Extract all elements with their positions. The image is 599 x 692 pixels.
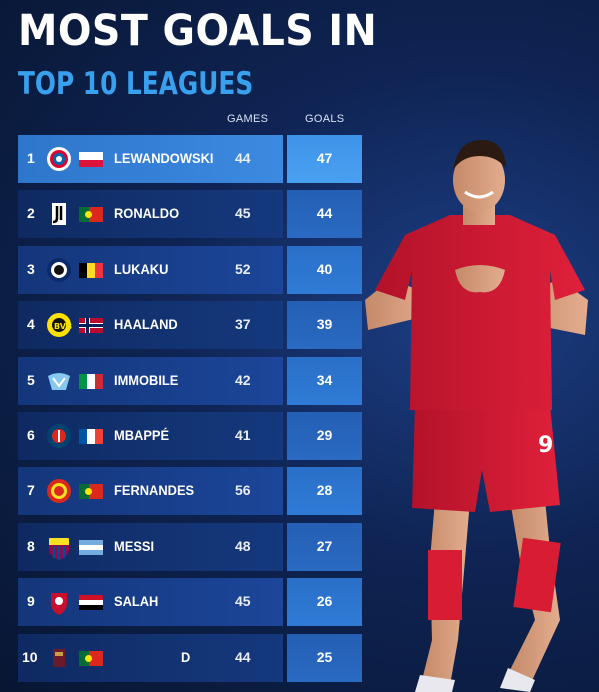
portugal-flag-icon <box>79 484 103 499</box>
games-value: 44 <box>235 649 251 665</box>
juventus-crest-icon <box>52 203 66 225</box>
games-value: 42 <box>235 372 251 388</box>
goals-value: 47 <box>316 150 333 166</box>
goals-value: 39 <box>316 316 333 332</box>
player-illustration: 9 <box>365 140 588 692</box>
goals-value: 27 <box>316 538 333 554</box>
psg-crest-icon <box>47 424 71 448</box>
goals-cell: 26 <box>287 578 362 626</box>
games-value: 45 <box>235 205 251 221</box>
player-name-fragment: D <box>181 649 191 665</box>
table-row: 1 LEWANDOWSKI 44 <box>18 135 283 183</box>
goals-cell: 29 <box>287 412 362 460</box>
goals-value: 25 <box>316 649 333 665</box>
italy-flag-icon <box>79 374 103 389</box>
rank-number: 8 <box>27 538 35 554</box>
rank-number: 10 <box>22 649 38 665</box>
page-title: MOST GOALS IN 202( <box>18 6 386 56</box>
table-row: 4 BVB HAALAND 37 <box>18 301 283 349</box>
games-value: 41 <box>235 427 251 443</box>
player-name: RONALDO <box>114 205 180 221</box>
goals-cell: 34 <box>287 357 362 405</box>
player-name: FERNANDES <box>114 482 195 498</box>
liverpool-crest-icon <box>51 593 67 615</box>
portugal-flag-icon <box>79 651 103 666</box>
goals-cell: 39 <box>287 301 362 349</box>
egypt-flag-icon <box>79 595 103 610</box>
player-name: LUKAKU <box>114 261 169 277</box>
games-value: 52 <box>235 261 251 277</box>
rank-number: 6 <box>27 427 35 443</box>
dortmund-crest-icon: BVB <box>47 313 72 337</box>
norway-flag-icon <box>79 318 103 333</box>
table-row: 5 IMMOBILE 42 <box>18 357 283 405</box>
belgium-flag-icon <box>79 263 103 278</box>
table-row: 2 RONALDO 45 <box>18 190 283 238</box>
svg-text:BVB: BVB <box>54 322 72 331</box>
rank-number: 1 <box>27 150 35 166</box>
argentina-flag-icon <box>79 540 103 555</box>
goals-value: 44 <box>316 205 333 221</box>
rank-number: 7 <box>27 482 35 498</box>
table-row: 9 SALAH 45 <box>18 578 283 626</box>
player-name: SALAH <box>114 593 159 609</box>
rank-number: 9 <box>27 593 35 609</box>
player-name: IMMOBILE <box>114 372 179 388</box>
goals-cell: 25 <box>287 634 362 682</box>
svg-text:9: 9 <box>538 433 553 458</box>
goals-cell: 40 <box>287 246 362 294</box>
page-subtitle: TOP 10 LEAGUES <box>18 66 254 102</box>
inter-crest-icon <box>47 258 71 282</box>
goals-column-header: GOALS <box>305 113 345 125</box>
player-name: LEWANDOWSKI <box>114 150 214 166</box>
games-value: 56 <box>235 482 251 498</box>
goals-value: 40 <box>316 261 333 277</box>
player-name: MESSI <box>114 538 155 554</box>
table-row: 6 MBAPPÉ 41 <box>18 412 283 460</box>
rank-number: 5 <box>27 372 35 388</box>
table-row: 8 MESSI 48 <box>18 523 283 571</box>
goals-value: 28 <box>316 482 333 498</box>
goals-value: 26 <box>316 593 333 609</box>
poland-flag-icon <box>79 152 103 167</box>
table-row: 10 D 44 <box>18 634 283 682</box>
club-crest-icon <box>53 649 65 667</box>
goals-value: 29 <box>316 427 333 443</box>
portugal-flag-icon <box>79 207 103 222</box>
goals-value: 34 <box>316 372 333 388</box>
goals-cell: 44 <box>287 190 362 238</box>
rank-number: 2 <box>27 205 35 221</box>
games-column-header: GAMES <box>227 113 269 125</box>
games-value: 44 <box>235 150 251 166</box>
games-value: 45 <box>235 593 251 609</box>
france-flag-icon <box>79 429 103 444</box>
table-row: 3 LUKAKU 52 <box>18 246 283 294</box>
man-united-crest-icon <box>47 479 71 503</box>
player-name: MBAPPÉ <box>114 427 170 443</box>
goals-cell: 47 <box>287 135 362 183</box>
lazio-crest-icon <box>48 373 70 390</box>
goals-cell: 27 <box>287 523 362 571</box>
table-row: 7 FERNANDES 56 <box>18 467 283 515</box>
barcelona-crest-icon <box>49 538 69 560</box>
rank-number: 3 <box>27 261 35 277</box>
player-name: HAALAND <box>114 316 178 332</box>
rank-number: 4 <box>27 316 35 332</box>
bayern-crest-icon <box>47 147 71 171</box>
games-value: 37 <box>235 316 251 332</box>
games-value: 48 <box>235 538 251 554</box>
goals-cell: 28 <box>287 467 362 515</box>
